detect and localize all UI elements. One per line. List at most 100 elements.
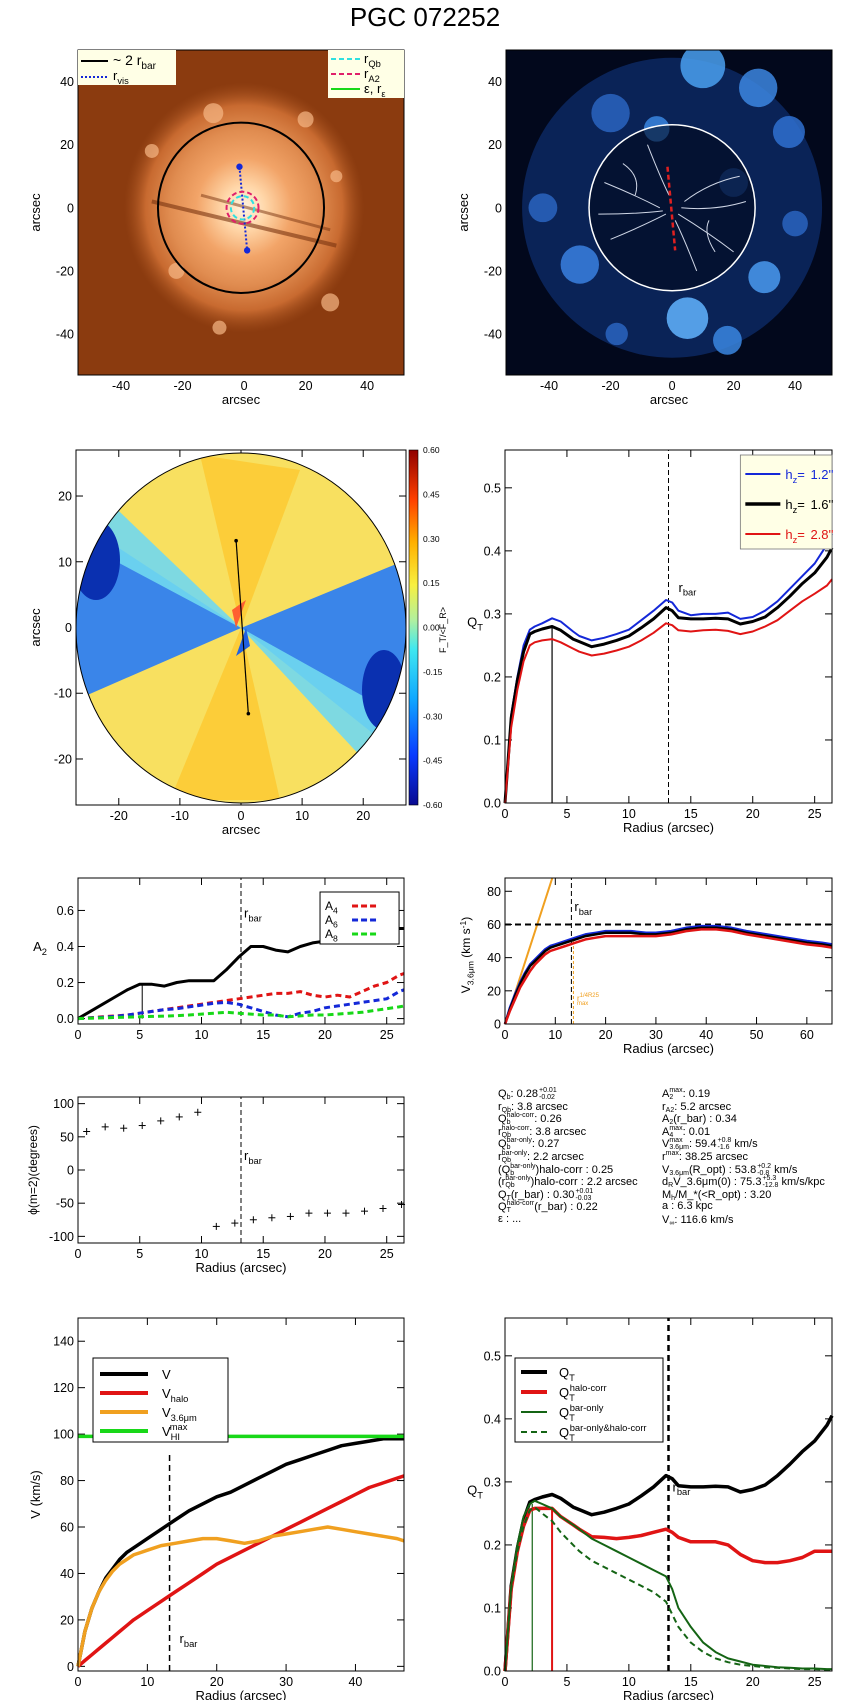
legend-label: Vhalo — [162, 1386, 188, 1404]
series-line-3 — [77, 1004, 405, 1021]
colorbar-tick-label: -0.15 — [423, 667, 443, 677]
x-tick-label: 20 — [318, 1028, 332, 1042]
x-tick-label: -20 — [174, 379, 192, 393]
x-tick-label: 10 — [295, 809, 309, 823]
page-title: PGC 072252 — [349, 2, 501, 32]
plot-frame — [77, 1317, 405, 1672]
series-line-0 — [504, 533, 833, 804]
residual-image — [506, 50, 832, 375]
x-tick-label: 20 — [210, 1675, 224, 1689]
chart-qt_corrections: 0 5 10 15 20 25 0.0 0.1 0.2 0.3 0.4 0.5 Radius (arcs… — [467, 1317, 834, 1700]
y-tick-label: 0.2 — [484, 670, 501, 684]
data-point — [194, 1108, 202, 1116]
legend-label: QThalo-corr — [559, 1383, 607, 1403]
x-tick-label: 10 — [622, 807, 636, 821]
y-tick-label: 0.1 — [484, 1601, 501, 1615]
y-tick-label: -20 — [54, 752, 72, 766]
positive-lobe — [170, 628, 280, 800]
x-tick-label: 5 — [136, 1028, 143, 1042]
legend-label: QTbar-only&halo-corr — [559, 1423, 647, 1443]
residual-blob — [713, 325, 742, 355]
bar-axis-line — [235, 540, 249, 714]
residual-blob — [738, 68, 778, 108]
residual-blob — [748, 261, 781, 294]
colorbar-label: F_T/<F_R> — [438, 607, 448, 653]
rbar-label: rbar — [574, 899, 592, 917]
x-tick-label: 20 — [599, 1028, 613, 1042]
plot-frame — [77, 1096, 405, 1244]
residual-blob — [605, 322, 628, 346]
y-axis: 0.0 0.1 0.2 0.3 0.4 0.5 — [484, 1349, 832, 1679]
rbar-label: rbar — [244, 1148, 262, 1166]
parameter-row: A 2 (r_bar) : 0.34 — [662, 1113, 737, 1127]
rbar-label: rbar — [679, 580, 697, 598]
parameter-row: V ∞: 116.6 km/s — [662, 1213, 734, 1227]
y-axis-label: arcsec — [456, 193, 471, 232]
residual-blob — [782, 210, 808, 237]
contour-line — [604, 182, 661, 209]
x-axis-label: Radius (arcsec) — [195, 1260, 286, 1275]
data-point — [212, 1222, 220, 1230]
y-tick-label: 0 — [67, 1660, 74, 1674]
series-line-1 — [503, 926, 833, 1025]
x-axis-label: Radius (arcsec) — [623, 1688, 714, 1700]
x-tick-label: -20 — [110, 809, 128, 823]
star-forming-region — [297, 111, 314, 128]
x-tick-label: 25 — [808, 807, 822, 821]
y-axis: 0 20 40 60 80 100 120 140 — [53, 1335, 404, 1674]
x-tick-label: 40 — [699, 1028, 713, 1042]
y-tick-label: 80 — [60, 1474, 74, 1488]
parameter-row: r Qb: 3.8 arcsec — [498, 1100, 568, 1114]
colorbar-tick-label: 0.60 — [423, 445, 440, 455]
chart-residual_panel: -40 -20 0 20 40 -40 -20 0 20 40 arcsec arcsec — [456, 49, 833, 407]
x-tick-label: 20 — [746, 807, 760, 821]
data-point — [120, 1124, 128, 1132]
y-tick-label: 0.4 — [57, 940, 74, 954]
series-line-0 — [503, 1414, 834, 1672]
y-tick-label: 20 — [60, 1613, 74, 1627]
bar-radius-circle — [156, 121, 326, 294]
data-point — [175, 1113, 183, 1121]
data-point — [323, 1209, 331, 1217]
series-line-2 — [504, 578, 833, 804]
a2-radius-circle — [225, 190, 260, 225]
x-tick-label: 0 — [502, 807, 509, 821]
y-tick-label: 80 — [487, 885, 501, 899]
star-forming-region — [212, 320, 227, 335]
y-tick-label: 40 — [487, 951, 501, 965]
rmax-label: r1/4R25 max — [577, 993, 600, 1007]
plot-frame — [504, 449, 833, 804]
y-axis: 0.0 0.2 0.4 0.6 — [57, 904, 404, 1026]
y-axis-label: QT — [467, 1483, 483, 1501]
x-tick-label: 20 — [746, 1675, 760, 1689]
parameter-row: d R V_3.6μm(0) : 75.3 +5.3 -12.8 km/s/kpc — [662, 1175, 825, 1190]
series-line-2 — [503, 928, 833, 1025]
series-line-1 — [503, 547, 834, 804]
star-forming-region — [203, 103, 224, 124]
positive-lobe — [200, 455, 300, 628]
parameter-row: r A2: 5.2 arcsec — [662, 1100, 732, 1114]
plot-frame — [504, 877, 833, 1025]
y-tick-label: 0.1 — [484, 733, 501, 747]
colorbar-tick-label: -0.45 — [423, 756, 443, 766]
y-tick-label: 0.5 — [484, 481, 501, 495]
x-tick-label: 30 — [649, 1028, 663, 1042]
x-tick-label: 0 — [502, 1675, 509, 1689]
x-tick-label: 40 — [788, 379, 802, 393]
x-tick-label: -40 — [540, 379, 558, 393]
chart-phase_angle: 0 5 10 15 20 25 -100 -50 0 50 100 Radius (arcsec) rb… — [26, 1096, 406, 1275]
bar-axis-line — [666, 166, 677, 251]
y-axis: -20 -10 0 10 20 — [54, 490, 406, 766]
y-tick-label: 10 — [58, 555, 72, 569]
legend-box — [78, 50, 176, 85]
y-tick-label: 40 — [60, 75, 74, 89]
y-tick-label: 100 — [53, 1097, 74, 1111]
residual-blob — [666, 297, 709, 340]
y-tick-label: 0 — [65, 621, 72, 635]
data-point — [268, 1214, 276, 1222]
